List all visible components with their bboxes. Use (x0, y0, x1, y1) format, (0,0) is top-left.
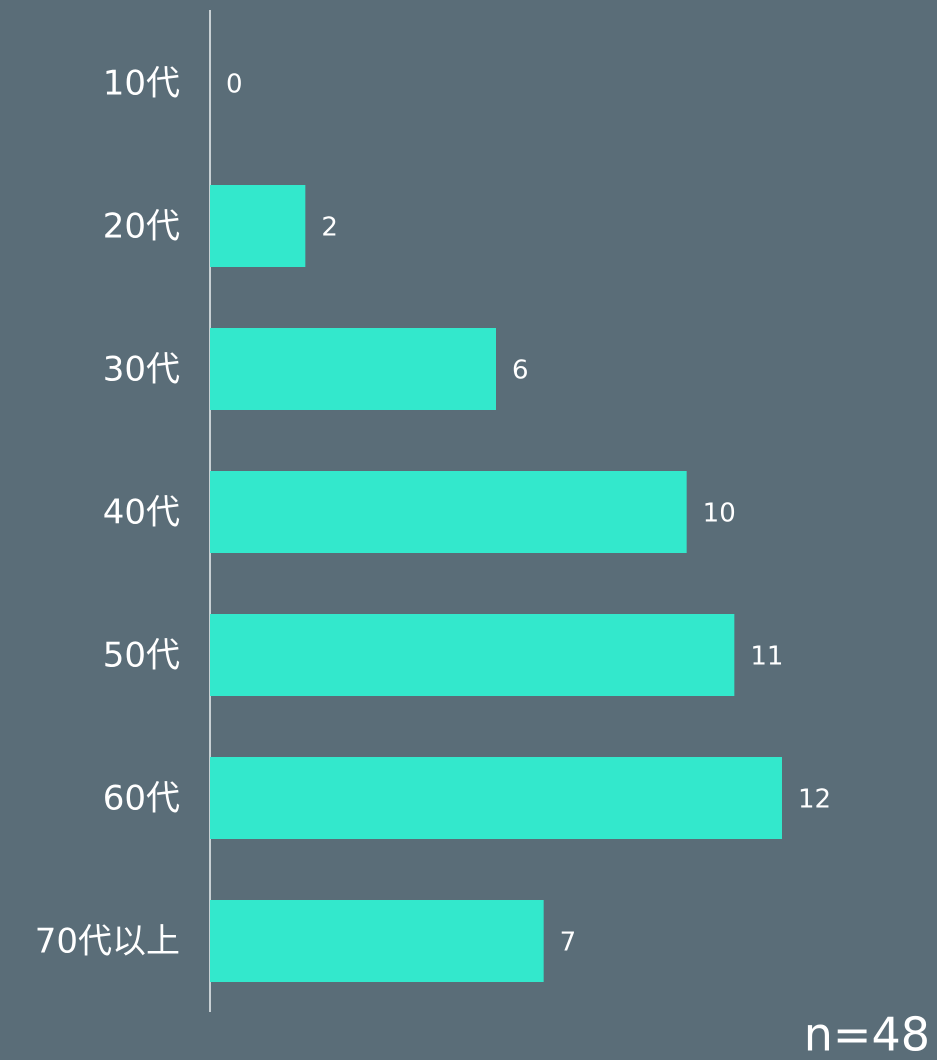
annotation: n=48 (804, 1008, 930, 1060)
category-label: 50代 (103, 636, 180, 676)
value-label: 12 (798, 785, 831, 815)
bar (210, 757, 782, 839)
value-label: 6 (512, 356, 529, 386)
bar (210, 328, 496, 410)
bar (210, 900, 544, 982)
category-label: 30代 (103, 350, 180, 390)
category-label: 40代 (103, 493, 180, 533)
value-label: 2 (321, 213, 338, 243)
bar (210, 614, 735, 696)
value-label: 10 (703, 499, 736, 529)
value-label: 11 (750, 642, 783, 672)
category-label: 60代 (103, 779, 180, 819)
bar (210, 471, 687, 553)
bar (210, 185, 306, 267)
category-label: 70代以上 (35, 922, 180, 962)
value-label: 0 (226, 70, 243, 100)
value-label: 7 (560, 928, 577, 958)
category-label: 10代 (103, 64, 180, 104)
category-label: 20代 (103, 207, 180, 247)
